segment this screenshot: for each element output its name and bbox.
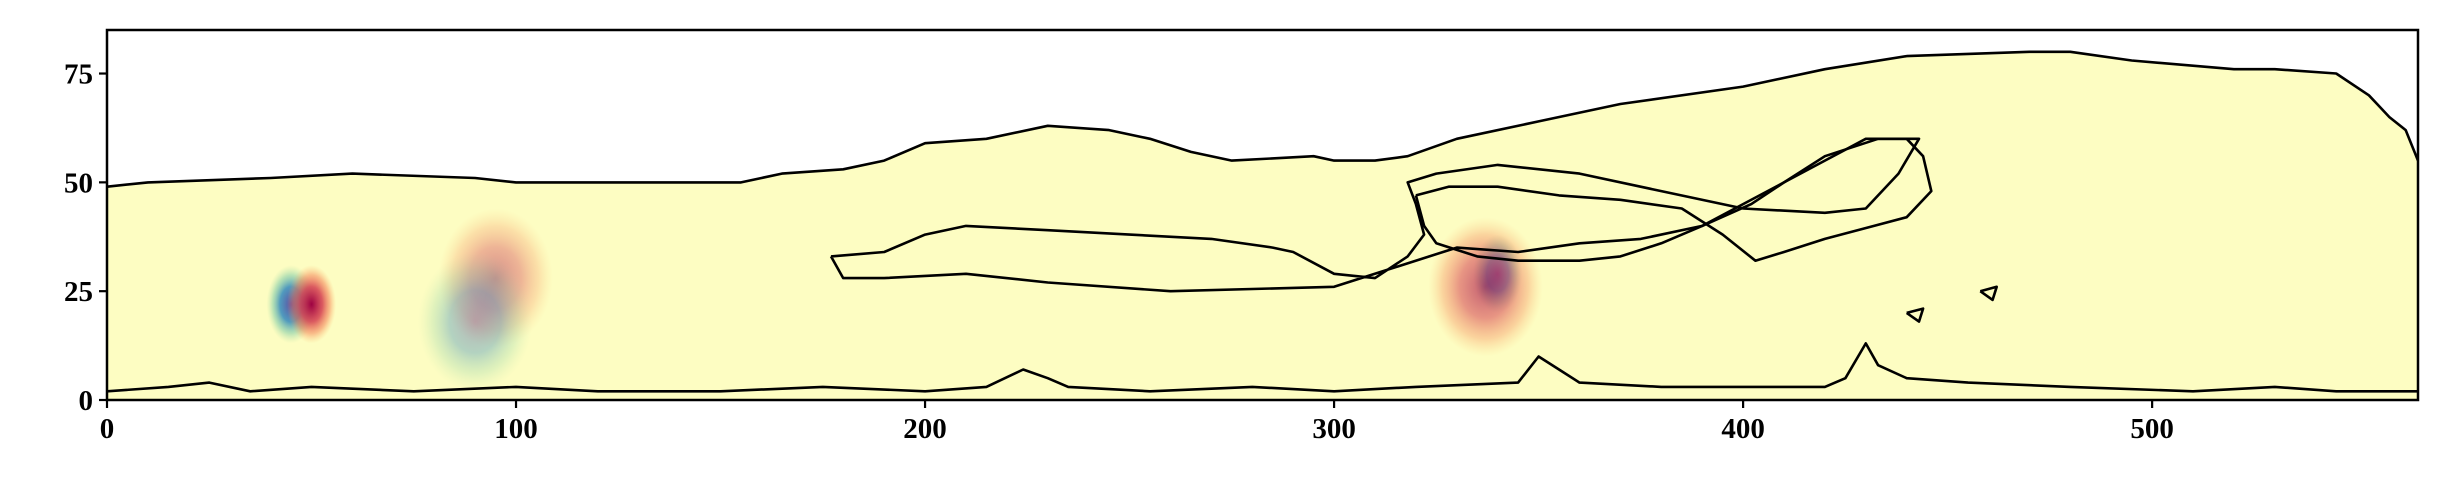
anomaly-negative-5	[417, 252, 533, 392]
x-tick-label-0: 0	[100, 413, 115, 445]
heatmap-field	[107, 51, 2418, 400]
y-tick-label-50: 50	[64, 167, 93, 199]
contour-lower-band	[1414, 137, 1933, 262]
x-tick-label-400: 400	[1721, 413, 1765, 445]
x-tick-label-500: 500	[2130, 413, 2174, 445]
contour-small-blob-2	[1905, 307, 1925, 323]
y-tick-label-25: 25	[64, 276, 93, 308]
contour-bottom-boundary	[107, 342, 2418, 393]
y-tick-label-75: 75	[64, 59, 93, 91]
anomaly-positive-1	[286, 265, 337, 344]
x-tick-label-200: 200	[903, 413, 947, 445]
y-tick-label-0: 0	[79, 385, 94, 417]
contour-small-blob-1	[1979, 285, 1998, 302]
contour-layer	[107, 50, 2418, 393]
anomaly-positive-3	[1428, 217, 1543, 357]
x-axis: 0 100 200 300 400 500	[100, 400, 2174, 445]
plot-frame	[105, 28, 2420, 402]
contour-upper-band	[829, 137, 1921, 293]
y-axis: 0 25 50 75	[64, 59, 107, 417]
x-tick-label-100: 100	[494, 413, 538, 445]
contour-top-boundary	[107, 50, 2418, 188]
x-tick-label-300: 300	[1312, 413, 1356, 445]
